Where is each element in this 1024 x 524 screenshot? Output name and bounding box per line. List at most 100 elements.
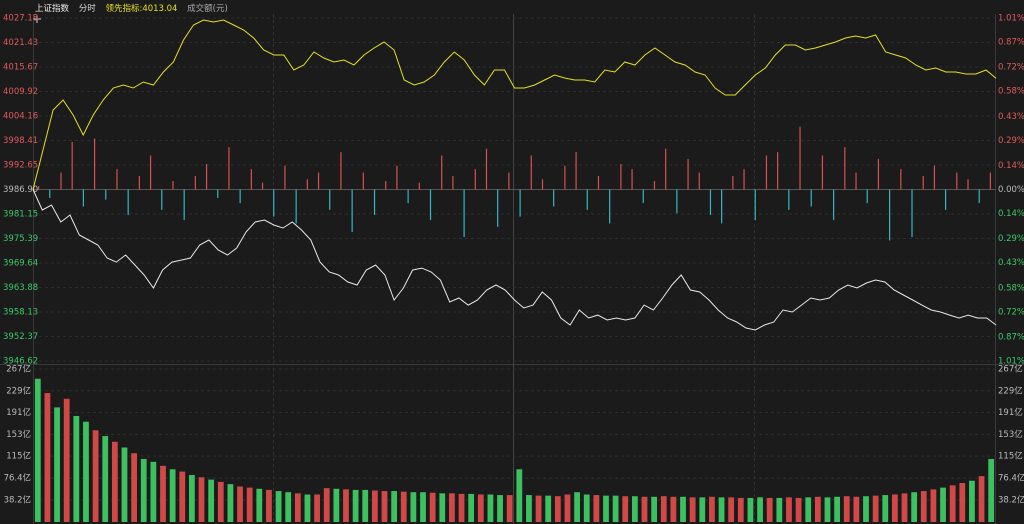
volume-bar bbox=[73, 415, 80, 522]
y2-tick-label: 0.87% bbox=[998, 333, 1024, 343]
y-tick-label: 3975.39 bbox=[3, 234, 38, 244]
volume-bar bbox=[54, 407, 60, 522]
y-tick-label: 267亿 bbox=[6, 364, 31, 375]
volume-bar bbox=[237, 486, 243, 522]
change-bar bbox=[340, 152, 342, 190]
change-bar bbox=[721, 189, 723, 224]
change-bar bbox=[284, 165, 286, 190]
y2-tick-label: 191亿 bbox=[998, 407, 1023, 418]
change-bar bbox=[833, 189, 835, 221]
volume-bar bbox=[294, 493, 301, 522]
y-tick-label: 191亿 bbox=[6, 407, 31, 418]
volume-bar bbox=[728, 497, 735, 522]
volume-bar bbox=[198, 477, 205, 522]
volume-bar bbox=[381, 491, 388, 522]
y-tick-label: 38.2亿 bbox=[4, 495, 31, 506]
volume-bar bbox=[805, 497, 812, 522]
volume-bar bbox=[169, 469, 176, 522]
volume-bar bbox=[497, 495, 503, 522]
y-tick-label: 3963.88 bbox=[3, 283, 38, 293]
volume-title: 成交额(元) bbox=[187, 4, 228, 14]
indicator-value: 4013.04 bbox=[142, 4, 178, 14]
volume-bar bbox=[689, 497, 696, 522]
volume-bar bbox=[843, 496, 850, 522]
volume-bar bbox=[766, 497, 773, 522]
volume-bar bbox=[189, 475, 195, 522]
volume-bar bbox=[516, 469, 523, 522]
y2-tick-label: 0.72% bbox=[998, 307, 1024, 317]
change-bar bbox=[564, 165, 566, 190]
volume-bar bbox=[208, 479, 215, 522]
volume-bar bbox=[150, 461, 157, 522]
y2-tick-label: 38.2亿 bbox=[998, 495, 1024, 506]
change-bar bbox=[261, 182, 264, 190]
change-bar bbox=[754, 189, 756, 221]
volume-bar bbox=[603, 495, 609, 522]
volume-bar bbox=[400, 491, 407, 522]
y2-tick-label: 0.58% bbox=[998, 87, 1024, 97]
volume-bar bbox=[554, 496, 561, 522]
y2-tick-label: 0.58% bbox=[998, 283, 1024, 293]
change-bar bbox=[385, 181, 387, 190]
change-bar bbox=[687, 158, 689, 190]
change-bar bbox=[967, 179, 969, 190]
y-tick-label: 3981.15 bbox=[3, 209, 38, 219]
change-bar bbox=[418, 182, 420, 190]
change-bar bbox=[463, 189, 465, 238]
volume-bar bbox=[930, 489, 937, 522]
y-tick-label: 4009.92 bbox=[3, 87, 38, 97]
change-bar bbox=[877, 158, 880, 190]
volume-bar bbox=[179, 471, 186, 522]
change-bar bbox=[127, 189, 129, 215]
change-bar bbox=[228, 147, 230, 190]
change-bar bbox=[149, 155, 152, 190]
y2-tick-label: 0.43% bbox=[998, 112, 1024, 122]
change-bar bbox=[273, 189, 275, 217]
volume-bar bbox=[111, 441, 118, 522]
volume-bar bbox=[631, 496, 638, 522]
y2-tick-label: 229亿 bbox=[998, 385, 1023, 396]
y2-tick-label: 76.4亿 bbox=[998, 473, 1024, 484]
change-bar bbox=[631, 169, 633, 190]
volume-bar bbox=[786, 497, 792, 522]
volume-bar bbox=[593, 495, 600, 522]
change-bar bbox=[900, 169, 902, 190]
change-bar bbox=[866, 189, 868, 204]
change-bar bbox=[183, 189, 185, 221]
change-bar bbox=[945, 189, 947, 210]
volume-bar bbox=[612, 495, 619, 522]
change-bar bbox=[351, 189, 353, 232]
volume-bar bbox=[564, 494, 571, 522]
change-bar bbox=[553, 189, 555, 207]
y-tick-label: 3969.64 bbox=[3, 258, 38, 268]
volume-bar bbox=[651, 496, 658, 522]
change-bar bbox=[82, 189, 84, 207]
volume-bar bbox=[352, 489, 359, 522]
volume-bar bbox=[227, 484, 234, 522]
indicator-label: 领先指标: bbox=[105, 4, 143, 14]
volume-bar bbox=[882, 495, 889, 522]
y2-tick-label: 0.72% bbox=[998, 63, 1024, 73]
change-bar bbox=[508, 172, 510, 190]
y2-tick-label: 0.00% bbox=[998, 185, 1024, 195]
y-tick-label: 76.4亿 bbox=[4, 473, 31, 484]
change-bar bbox=[855, 172, 857, 190]
volume-bar bbox=[506, 495, 513, 522]
y2-tick-label: 0.29% bbox=[998, 234, 1024, 244]
change-bar bbox=[541, 179, 544, 190]
y2-tick-label: 0.14% bbox=[998, 161, 1024, 171]
volume-bar bbox=[641, 496, 648, 522]
volume-bar bbox=[468, 493, 475, 522]
volume-bar bbox=[83, 421, 89, 522]
volume-bar bbox=[814, 496, 821, 522]
change-bar bbox=[620, 164, 622, 190]
volume-bar bbox=[285, 492, 292, 522]
change-bar bbox=[933, 165, 936, 190]
indicator: 领先指标:4013.04 bbox=[105, 4, 177, 14]
change-bar bbox=[217, 189, 219, 198]
y-tick-label: 4004.16 bbox=[3, 112, 38, 122]
y2-tick-label: 0.87% bbox=[998, 37, 1024, 47]
y-tick-label: 4027.18 bbox=[3, 14, 38, 24]
crosshair-icon bbox=[33, 15, 41, 23]
